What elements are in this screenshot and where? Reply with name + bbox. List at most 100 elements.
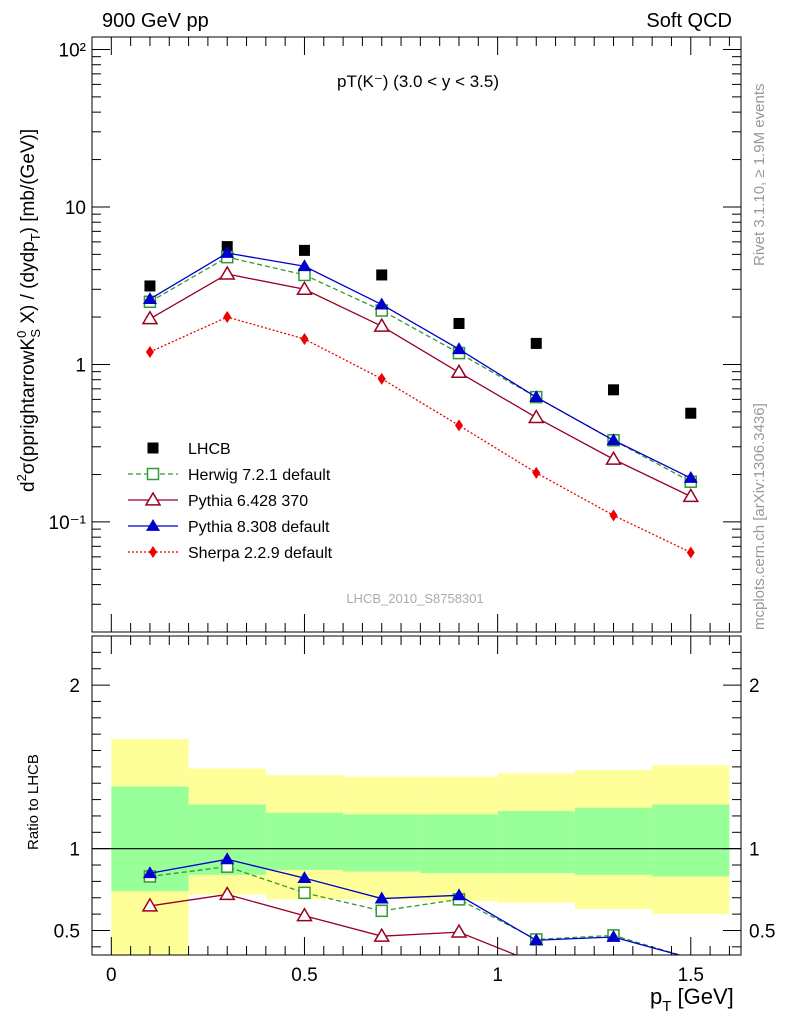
- data-point-pythia-8-308-default: [297, 259, 312, 272]
- stat-band: [343, 814, 421, 872]
- ratio-point-pythia-8-308-default: [451, 888, 466, 901]
- y-tick-label: 10⁻¹: [49, 513, 87, 534]
- y-tick-label: 10²: [59, 40, 86, 61]
- ratio-point-pythia-8-308-default: [142, 866, 157, 879]
- legend-label-herwig-7-2-1-default: Herwig 7.2.1 default: [188, 467, 331, 484]
- ratio-point-pythia-6-428-370: [296, 907, 313, 922]
- legend-marker-pythia-6-428-370: [144, 491, 162, 506]
- ratio-point-pythia-6-428-370: [450, 923, 468, 938]
- ratio-y-tick-label: 1: [69, 840, 80, 861]
- ratio-point-pythia-6-428-370: [141, 897, 159, 912]
- data-point-lhcb: [453, 317, 465, 329]
- y-tick-label: 1: [75, 355, 86, 376]
- data-point-sherpa-2-2-9-default: [532, 466, 541, 479]
- data-point-pythia-6-428-370: [218, 265, 236, 280]
- ratio-uncertainty-bands: [92, 739, 741, 955]
- analysis-watermark: LHCB_2010_S8758301: [346, 591, 483, 606]
- data-point-pythia-8-308-default: [142, 292, 157, 304]
- ratio-line-herwig-7-2-1-default: [149, 865, 683, 955]
- legend-label-sherpa-2-2-9-default: Sherpa 2.2.9 default: [188, 545, 333, 562]
- header-left: 900 GeV pp: [102, 10, 209, 32]
- data-point-sherpa-2-2-9-default: [300, 333, 309, 346]
- stat-band: [265, 812, 344, 870]
- ratio-y-tick-label-right: 0.5: [749, 921, 775, 942]
- legend-marker-sherpa-2-2-9-default: [149, 546, 157, 558]
- data-point-pythia-8-308-default: [683, 471, 698, 483]
- series-line-sherpa-2-2-9-default: [149, 316, 692, 554]
- ratio-y-tick-label: 0.5: [54, 921, 80, 942]
- legend: LHCB Herwig 7.2.1 default Pythia 6.428 370…: [128, 441, 333, 562]
- data-point-pythia-6-428-370: [682, 488, 700, 503]
- ratio-point-pythia-8-308-default: [220, 852, 235, 865]
- ratio-point-herwig-7-2-1-default: [298, 886, 311, 900]
- data-point-lhcb: [376, 269, 388, 281]
- ratio-point-pythia-8-308-default: [297, 871, 312, 884]
- stat-band: [652, 804, 730, 877]
- legend-label-pythia-6-428-370: Pythia 6.428 370: [188, 493, 308, 510]
- data-point-lhcb: [298, 244, 310, 256]
- ratio-point-pythia-6-428-370: [218, 885, 236, 901]
- legend-marker-herwig-7-2-1-default: [146, 467, 160, 481]
- main-panel-series: [141, 241, 700, 559]
- x-tick-label: 0: [106, 965, 117, 986]
- x-tick-label: 1.5: [678, 965, 704, 986]
- series-line-herwig-7-2-1-default: [149, 256, 692, 483]
- main-panel-frame: [91, 36, 742, 633]
- legend-marker-pythia-8-308-default: [146, 519, 160, 531]
- data-point-sherpa-2-2-9-default: [377, 372, 386, 385]
- chart-title: pT(K⁻) (3.0 < y < 3.5): [337, 72, 499, 91]
- ratio-panel: 0.5 0.5 1 1 2 2 0 0.5 1 1.5 Ratio to LHCB pT [GeV…: [25, 635, 775, 1015]
- stat-band: [574, 807, 653, 875]
- x-tick-label: 1: [492, 965, 503, 986]
- y-tick-label: 10: [65, 198, 86, 219]
- mcplots-reference-label: mcplots.cern.ch [arXiv:1306.3436]: [751, 403, 768, 630]
- ratio-point-herwig-7-2-1-default: [375, 904, 388, 918]
- x-tick-label: 0.5: [291, 965, 317, 986]
- ratio-series-group: [141, 852, 683, 955]
- main-y-axis-label: d2σ(pprightarrowK0S X) / (dydpT) [mb/(Ge…: [14, 129, 43, 492]
- data-point-sherpa-2-2-9-default: [686, 546, 695, 559]
- ratio-panel-ticks: 0.5 0.5 1 1 2 2 0 0.5 1 1.5: [54, 636, 775, 986]
- ratio-panel-series: [141, 852, 683, 955]
- ratio-y-tick-label-right: 2: [749, 676, 760, 697]
- header-right: Soft QCD: [646, 10, 732, 32]
- data-point-sherpa-2-2-9-default: [145, 345, 154, 358]
- data-point-pythia-8-308-default: [606, 433, 621, 446]
- main-panel: 10⁻¹ 1 10 10² pT(K⁻) (3.0 < y < 3.5) LHCB_2…: [14, 36, 742, 633]
- stat-band: [420, 814, 498, 874]
- ratio-y-tick-label-right: 1: [749, 840, 760, 861]
- data-point-lhcb: [608, 384, 620, 396]
- data-point-pythia-6-428-370: [527, 409, 545, 424]
- data-point-lhcb: [144, 280, 156, 292]
- ratio-y-tick-label: 2: [69, 676, 80, 697]
- ratio-line-pythia-8-308-default: [149, 858, 682, 955]
- data-point-pythia-8-308-default: [374, 297, 389, 310]
- legend-label-pythia-8-308-default: Pythia 8.308 default: [188, 519, 330, 536]
- data-point-sherpa-2-2-9-default: [454, 419, 463, 432]
- ratio-point-pythia-8-308-default: [529, 933, 544, 946]
- series-line-pythia-8-308-default: [149, 252, 692, 479]
- series-line-pythia-6-428-370: [149, 273, 692, 498]
- rivet-version-label: Rivet 3.1.10, ≥ 1.9M events: [751, 84, 768, 267]
- data-point-lhcb: [530, 337, 542, 349]
- data-point-pythia-8-308-default: [451, 342, 466, 355]
- data-point-pythia-6-428-370: [373, 317, 391, 332]
- ratio-point-pythia-8-308-default: [374, 891, 389, 904]
- ratio-y-axis-label: Ratio to LHCB: [25, 754, 42, 850]
- legend-marker-lhcb: [147, 442, 159, 454]
- data-point-lhcb: [685, 407, 697, 419]
- data-point-pythia-6-428-370: [296, 280, 313, 295]
- data-point-pythia-8-308-default: [220, 246, 235, 258]
- data-point-pythia-6-428-370: [450, 363, 468, 379]
- data-point-sherpa-2-2-9-default: [609, 509, 618, 522]
- data-point-pythia-6-428-370: [605, 450, 622, 465]
- ratio-point-pythia-6-428-370: [373, 927, 391, 942]
- main-panel-ticks: 10⁻¹ 1 10 10²: [49, 37, 741, 633]
- ratio-line-pythia-6-428-370: [149, 893, 518, 955]
- data-point-sherpa-2-2-9-default: [223, 311, 232, 324]
- x-axis-label: pT [GeV]: [650, 984, 734, 1015]
- data-point-pythia-8-308-default: [529, 390, 544, 403]
- legend-label-lhcb: LHCB: [188, 441, 231, 458]
- ratio-panel-frame: [91, 635, 742, 956]
